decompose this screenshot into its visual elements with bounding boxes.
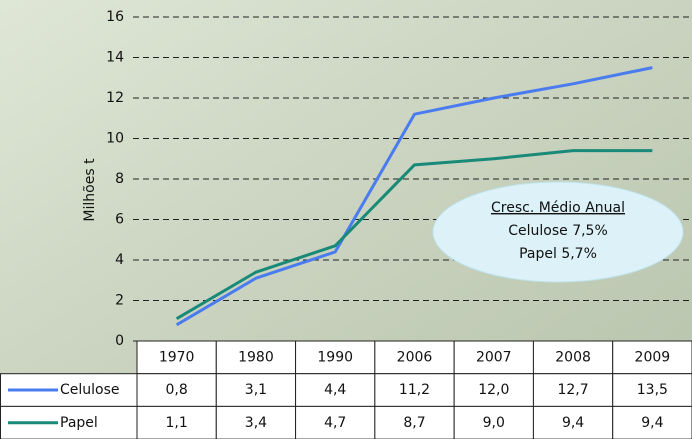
x-tick-label: 1970	[159, 349, 195, 365]
table-cell	[295, 405, 376, 439]
table-cell	[136, 405, 217, 439]
y-tick-label: 2	[115, 293, 124, 309]
y-tick-label: 14	[106, 50, 124, 66]
table-cell	[295, 373, 376, 407]
x-tick-label: 1980	[238, 349, 274, 365]
x-tick-label: 2009	[635, 349, 671, 365]
value-label: 4,4	[324, 382, 346, 398]
value-label: 9,4	[641, 415, 663, 431]
x-tick-label: 2007	[476, 349, 512, 365]
y-tick-label: 10	[106, 131, 124, 147]
x-tick-label: 1990	[317, 349, 353, 365]
table-cell	[136, 373, 217, 407]
y-axis-label: Milhões t	[82, 158, 98, 222]
value-label: 4,7	[324, 415, 346, 431]
series-line	[175, 66, 653, 327]
table-cell	[612, 340, 692, 375]
table-cell	[532, 340, 614, 375]
value-label: 3,4	[245, 415, 267, 431]
value-label: 9,4	[562, 415, 584, 431]
value-label: 13,5	[637, 382, 668, 398]
value-label: 12,0	[478, 382, 509, 398]
y-tick-label: 0	[115, 333, 124, 349]
series-line	[175, 149, 653, 321]
table-cell	[374, 373, 455, 407]
annotation-line: Celulose 7,5%	[508, 223, 608, 239]
value-label: 1,1	[166, 415, 188, 431]
table-cell	[295, 340, 376, 375]
legend-label: Papel	[60, 415, 98, 431]
table-cell	[453, 405, 534, 439]
legend-label: Celulose	[60, 382, 120, 398]
value-label: 12,7	[557, 382, 588, 398]
value-label: 11,2	[399, 382, 430, 398]
value-label: 8,7	[403, 415, 425, 431]
value-label: 3,1	[245, 382, 267, 398]
table-cell	[215, 373, 297, 407]
x-tick-label: 2008	[555, 349, 591, 365]
y-tick-label: 8	[115, 171, 124, 187]
y-tick-label: 6	[115, 212, 124, 228]
table-cell	[612, 405, 692, 439]
x-tick-label: 2006	[397, 349, 433, 365]
value-label: 9,0	[483, 415, 505, 431]
table-cell	[532, 405, 614, 439]
value-label: 0,8	[166, 382, 188, 398]
annotation-bubble	[432, 181, 684, 283]
annotation-title: Cresc. Médio Anual	[491, 200, 625, 216]
table-cell	[374, 405, 455, 439]
annotation-line: Papel 5,7%	[519, 246, 597, 262]
y-tick-label: 12	[106, 90, 124, 106]
y-tick-label: 4	[115, 252, 124, 268]
y-tick-label: 16	[106, 9, 124, 25]
